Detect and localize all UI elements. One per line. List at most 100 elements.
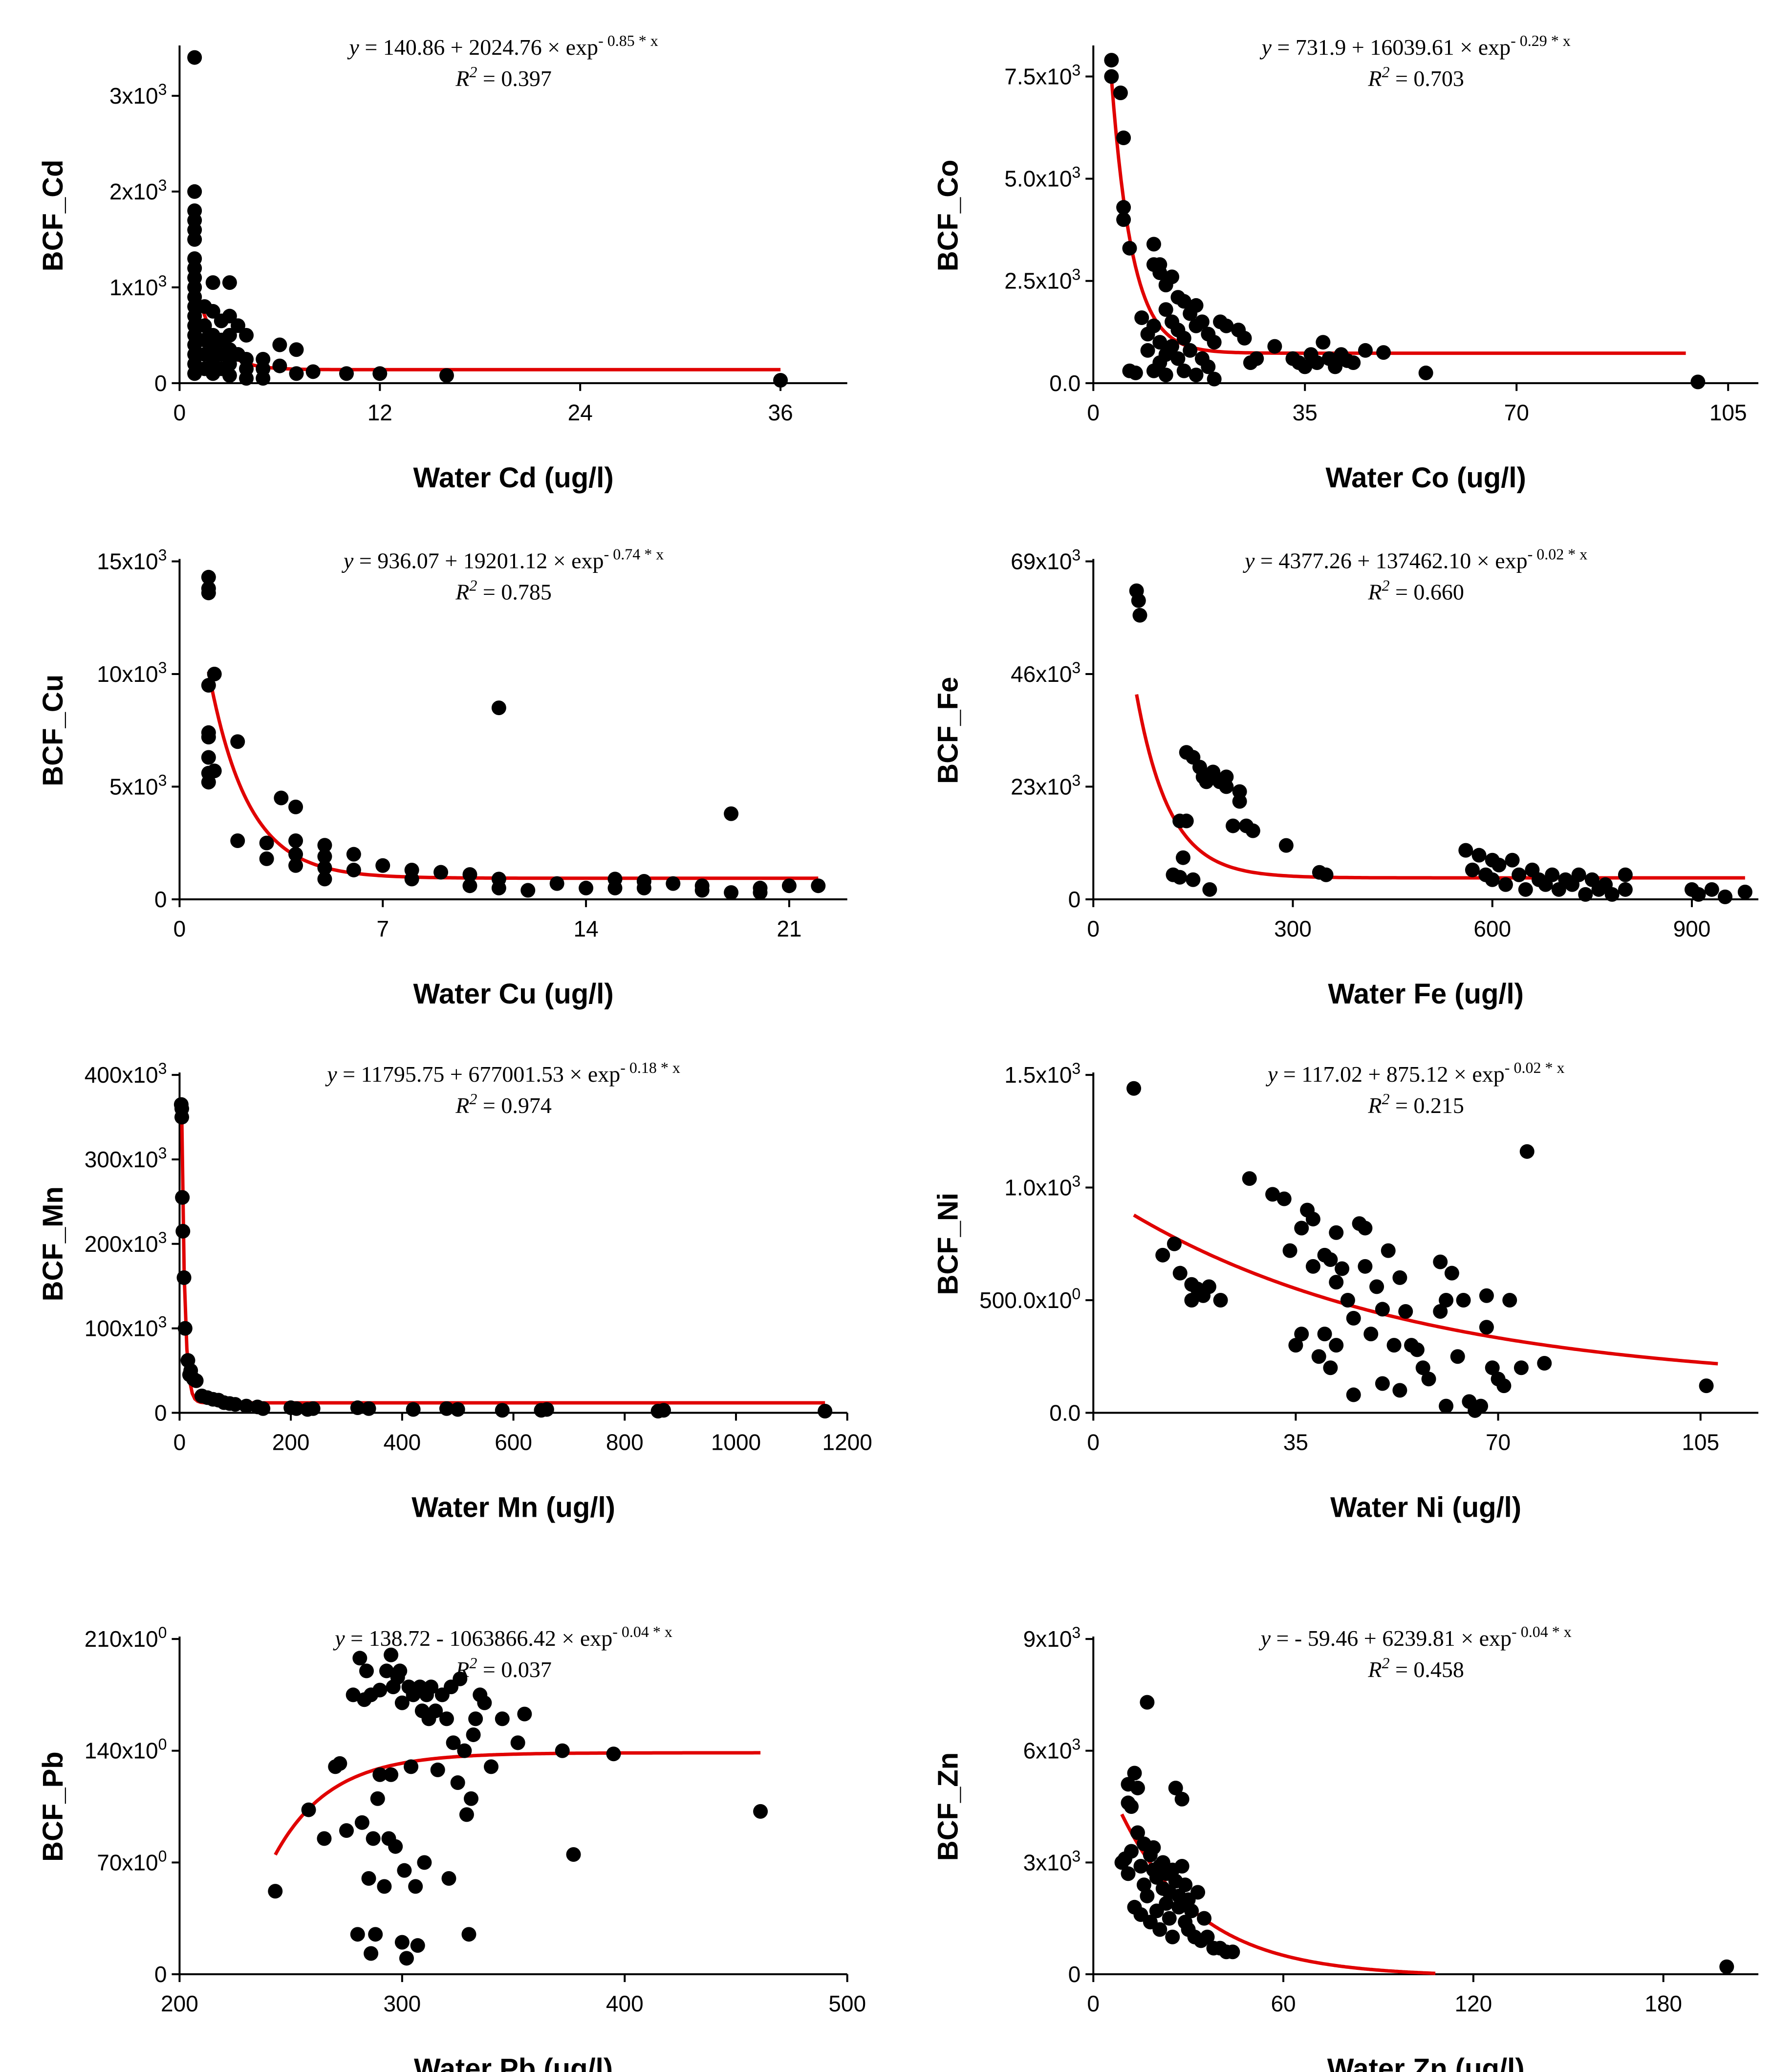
data-point [1168, 1780, 1183, 1795]
data-point [384, 1647, 399, 1662]
data-point [259, 835, 274, 851]
data-point [222, 275, 237, 290]
data-point [201, 678, 216, 693]
y-axis-title: BCF_Cd [37, 160, 69, 272]
data-point [1128, 365, 1143, 380]
data-point [1140, 1888, 1155, 1903]
data-point [1537, 1356, 1552, 1371]
y-tick-label: 0.0 [1049, 371, 1081, 396]
x-tick-label: 36 [768, 400, 793, 425]
data-point [579, 880, 594, 895]
data-point [1140, 1695, 1155, 1710]
data-point [372, 1682, 388, 1698]
data-point [272, 337, 287, 352]
data-point [1184, 1292, 1199, 1308]
data-point [491, 700, 506, 716]
data-point [1421, 1372, 1436, 1387]
data-point [1225, 1944, 1240, 1960]
data-point [317, 860, 332, 875]
data-point [549, 876, 564, 891]
data-point [1439, 1292, 1454, 1308]
x-tick-label: 800 [606, 1429, 644, 1455]
data-point [1122, 240, 1137, 256]
y-tick-label: 100x103 [85, 1313, 167, 1341]
data-point [466, 1727, 481, 1743]
x-tick-label: 0 [1087, 916, 1100, 941]
y-tick-label: 0 [154, 887, 167, 912]
x-tick-label: 24 [568, 400, 593, 425]
data-point [377, 1879, 392, 1894]
x-tick-label: 300 [383, 1991, 421, 2016]
data-point [201, 775, 216, 790]
data-point [1124, 1844, 1139, 1859]
data-point [352, 1651, 368, 1666]
fit-equation: y = 117.02 + 875.12 × exp- 0.02 * x [1266, 1059, 1565, 1087]
data-point [1249, 351, 1264, 366]
data-point [781, 878, 797, 894]
y-axis-title: BCF_Fe [932, 677, 964, 784]
r-squared: R2 = 0.215 [1367, 1090, 1464, 1118]
data-point [1386, 1338, 1402, 1353]
data-point [1116, 130, 1131, 145]
y-axis-title: BCF_Mn [37, 1186, 69, 1301]
data-point [1433, 1254, 1448, 1269]
data-point [1392, 1383, 1407, 1398]
data-point [450, 1775, 465, 1790]
data-point [187, 232, 202, 247]
data-point [1309, 355, 1324, 371]
data-point [1136, 1877, 1151, 1893]
data-point [268, 1884, 283, 1899]
fit-equation: y = 731.9 + 16039.61 × exp- 0.29 * x [1259, 32, 1570, 60]
x-tick-label: 70 [1486, 1429, 1511, 1455]
y-tick-label: 400x103 [85, 1060, 167, 1088]
y-tick-label: 0 [1068, 1962, 1081, 1987]
data-point [1124, 1799, 1139, 1814]
data-point [1165, 339, 1180, 354]
data-point [370, 1791, 385, 1806]
y-tick-label: 5x103 [109, 771, 167, 799]
x-tick-label: 0 [1087, 1991, 1100, 2016]
y-tick-label: 0.0 [1049, 1400, 1081, 1425]
data-point [1329, 1338, 1344, 1353]
data-point [346, 862, 361, 877]
data-point [1719, 1959, 1734, 1974]
data-point [636, 880, 651, 895]
data-point [1207, 371, 1222, 387]
data-point [607, 880, 623, 895]
data-point [1485, 1360, 1500, 1375]
data-point [230, 734, 245, 749]
data-point [222, 368, 237, 383]
data-point [317, 872, 332, 887]
data-point [1172, 1265, 1188, 1281]
data-point [222, 327, 237, 343]
x-tick-label: 1200 [822, 1429, 872, 1455]
data-point [1152, 265, 1168, 281]
x-tick-label: 400 [383, 1429, 421, 1455]
data-point [1202, 882, 1217, 897]
data-point [406, 1402, 421, 1417]
y-tick-label: 0 [154, 1400, 167, 1425]
data-point [228, 1397, 243, 1412]
x-tick-label: 0 [173, 400, 186, 425]
x-axis-title: Water Cu (ug/l) [413, 978, 613, 1010]
data-point [1415, 1360, 1430, 1375]
fit-equation: y = - 59.46 + 6239.81 × exp- 0.04 * x [1259, 1623, 1572, 1651]
data-point [1409, 1342, 1425, 1357]
data-point [201, 750, 216, 765]
data-point [201, 586, 216, 601]
data-point [1381, 1243, 1396, 1258]
data-point [818, 1403, 833, 1418]
fit-equation: y = 4377.26 + 137462.10 × exp- 0.02 * x [1243, 545, 1587, 573]
data-point [1130, 1825, 1145, 1840]
x-tick-label: 0 [173, 1429, 186, 1455]
data-point [1132, 608, 1147, 623]
data-point [753, 885, 768, 900]
data-point [1294, 1221, 1309, 1236]
data-point [1346, 355, 1361, 371]
data-point [666, 876, 681, 891]
y-tick-label: 70x100 [97, 1847, 167, 1875]
data-point [1162, 1911, 1177, 1926]
y-tick-label: 3x103 [109, 81, 167, 109]
y-tick-label: 0 [1068, 887, 1081, 912]
x-tick-label: 400 [606, 1991, 644, 2016]
